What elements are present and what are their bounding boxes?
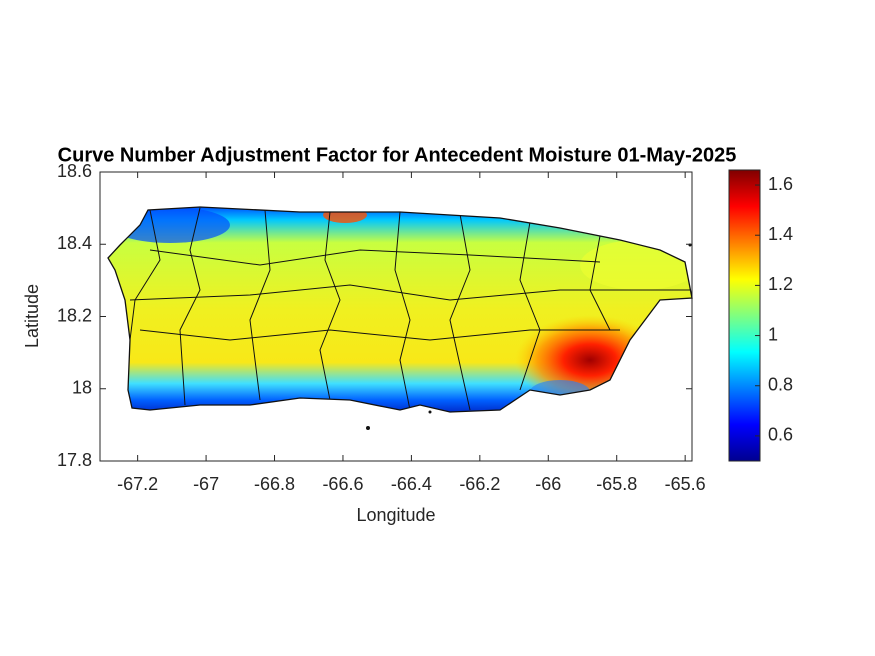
moisture-field bbox=[108, 207, 692, 412]
colorbar-tick-label: 1.4 bbox=[768, 224, 793, 244]
y-axis-label: Latitude bbox=[22, 284, 42, 348]
colorbar-tick-label: 0.8 bbox=[768, 374, 793, 394]
chart-title: Curve Number Adjustment Factor for Antec… bbox=[58, 144, 737, 166]
y-tick-label: 18.2 bbox=[57, 305, 92, 325]
x-tick-label: -66.4 bbox=[391, 474, 432, 494]
x-tick-label: -67 bbox=[193, 474, 219, 494]
municipal-boundaries bbox=[129, 207, 690, 411]
y-tick-label: 17.8 bbox=[57, 450, 92, 470]
x-axis-label: Longitude bbox=[356, 505, 435, 525]
y-tick-label: 18.4 bbox=[57, 233, 92, 253]
colorbar-tick-label: 1 bbox=[768, 324, 778, 344]
colorbar-tick-label: 1.2 bbox=[768, 274, 793, 294]
x-tick-label: -66.8 bbox=[254, 474, 295, 494]
x-tick-label: -65.6 bbox=[665, 474, 706, 494]
x-tick-label: -67.2 bbox=[117, 474, 158, 494]
x-tick-label: -66.6 bbox=[322, 474, 363, 494]
x-tick-label: -66.2 bbox=[459, 474, 500, 494]
colorbar-tick-label: 0.6 bbox=[768, 425, 793, 445]
x-tick-label: -65.8 bbox=[596, 474, 637, 494]
coastline bbox=[107, 206, 693, 413]
x-tick-label: -66 bbox=[535, 474, 561, 494]
colorbar-tick-label: 1.6 bbox=[768, 174, 793, 194]
y-tick-label: 18.6 bbox=[57, 161, 92, 181]
y-tick-label: 18 bbox=[72, 378, 92, 398]
colorbar bbox=[728, 169, 761, 462]
